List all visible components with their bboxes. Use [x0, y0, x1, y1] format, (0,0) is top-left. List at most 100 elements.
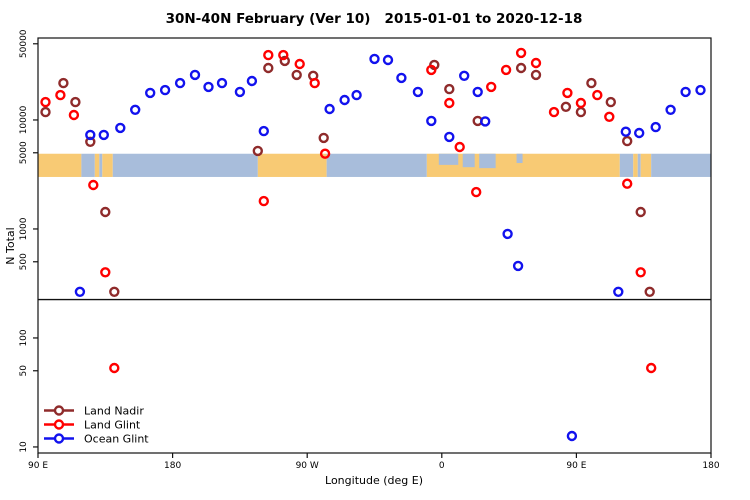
data-point-ocean-glint: [613, 286, 624, 297]
data-point-land-nadir: [560, 101, 572, 113]
data-point-land-glint: [55, 89, 66, 101]
data-point-ocean-glint: [650, 121, 661, 133]
data-point-land-nadir: [252, 145, 263, 157]
x-tick-label: 90 W: [296, 461, 319, 471]
data-point-ocean-glint: [502, 228, 513, 240]
data-point-ocean-glint: [159, 84, 171, 96]
data-point-ocean-glint: [339, 94, 350, 106]
data-point-ocean-glint: [144, 87, 156, 99]
x-tick-label: 90 E: [566, 461, 586, 471]
map-band-land-segment: [94, 153, 100, 177]
data-point-land-glint: [486, 81, 497, 93]
legend-item-land-glint: Land Glint: [44, 419, 141, 432]
data-point-ocean-glint: [665, 104, 676, 116]
data-point-ocean-glint: [98, 129, 110, 141]
data-point-land-glint: [646, 362, 657, 374]
legend-label-land-nadir: Land Nadir: [84, 405, 144, 418]
legend-item-land-nadir: Land Nadir: [44, 405, 144, 418]
legend-label-land-glint: Land Glint: [84, 419, 141, 432]
y-tick-label: 1000: [19, 217, 29, 240]
data-point-land-glint: [263, 49, 274, 61]
data-point-land-glint: [454, 141, 465, 153]
data-point-land-glint: [548, 106, 560, 118]
data-point-ocean-glint: [634, 127, 645, 139]
data-point-land-nadir: [109, 286, 120, 297]
data-point-ocean-glint: [620, 126, 631, 137]
data-point-land-nadir: [279, 55, 290, 67]
map-band-sea-overlay: [516, 153, 523, 164]
data-point-ocean-glint: [566, 430, 578, 442]
data-point-land-nadir: [263, 62, 274, 74]
data-point-land-nadir: [586, 77, 597, 89]
data-point-land-glint: [592, 89, 603, 101]
chart-title: 30N-40N February (Ver 10) 2015-01-01 to …: [166, 11, 583, 27]
legend-item-ocean-glint: Ocean Glint: [44, 433, 149, 446]
map-band-ocean-segment: [81, 153, 95, 177]
y-tick-label: 10: [19, 441, 29, 453]
map-band-land-segment: [102, 153, 113, 177]
latitude-map-band: [38, 153, 711, 177]
land-nadir-marker-icon: [53, 405, 65, 416]
data-point-ocean-glint: [258, 125, 269, 137]
y-tick-label: 50000: [19, 29, 29, 58]
data-point-land-glint: [604, 111, 615, 123]
data-point-land-nadir: [575, 106, 587, 118]
data-point-land-nadir: [100, 206, 111, 218]
data-point-ocean-glint: [85, 129, 96, 141]
data-point-ocean-glint: [174, 77, 186, 89]
data-point-ocean-glint: [203, 81, 214, 93]
plot-border: [37, 37, 712, 454]
data-point-land-glint: [319, 148, 331, 159]
data-point-land-nadir: [644, 286, 655, 297]
x-tick-label: 90 E: [28, 461, 48, 471]
x-axis-label: Longitude (deg E): [325, 474, 423, 487]
data-point-ocean-glint: [680, 86, 691, 98]
data-point-land-glint: [530, 57, 542, 69]
data-point-ocean-glint: [216, 77, 228, 89]
data-point-ocean-glint: [369, 53, 380, 65]
data-point-land-nadir: [622, 135, 633, 147]
data-point-land-glint: [575, 97, 587, 109]
data-point-land-nadir: [635, 206, 646, 218]
map-band-ocean-segment: [112, 153, 258, 177]
data-point-ocean-glint: [695, 84, 706, 96]
data-point-ocean-glint: [115, 122, 126, 134]
data-point-ocean-glint: [74, 286, 86, 297]
map-band-land-segment: [426, 153, 620, 177]
data-point-land-glint: [100, 267, 111, 278]
data-points-group: [40, 47, 706, 442]
data-point-ocean-glint: [512, 260, 524, 272]
data-point-land-glint: [471, 186, 482, 198]
data-point-ocean-glint: [129, 104, 141, 116]
y-tick-label: 10000: [19, 105, 29, 134]
data-point-ocean-glint: [324, 103, 335, 115]
map-band-land-segment: [633, 153, 638, 177]
data-point-land-glint: [515, 47, 527, 59]
data-point-land-nadir: [40, 106, 51, 118]
data-point-land-glint: [309, 77, 320, 89]
y-tick-label: 5000: [19, 141, 29, 164]
data-point-land-glint: [500, 64, 512, 76]
y-tick-label: 500: [19, 253, 29, 270]
y-tick-label: 50: [19, 365, 29, 377]
data-point-land-nadir: [605, 96, 616, 108]
data-point-ocean-glint: [459, 70, 470, 82]
data-point-ocean-glint: [234, 86, 246, 98]
data-point-land-glint: [635, 267, 646, 278]
data-point-land-nadir: [530, 69, 542, 81]
data-point-land-glint: [88, 179, 99, 191]
data-point-land-glint: [426, 64, 437, 76]
data-point-land-nadir: [318, 132, 329, 144]
data-point-land-glint: [278, 49, 289, 61]
data-point-land-nadir: [291, 69, 302, 81]
data-point-land-glint: [68, 109, 80, 121]
x-tick-label: 0: [439, 461, 445, 471]
data-point-land-glint: [258, 195, 269, 207]
legend-label-ocean-glint: Ocean Glint: [84, 433, 149, 446]
data-point-land-glint: [622, 178, 633, 189]
axis-ticks-group: 90 E 180 90 W 0 90 E 180 10 50 100 500 1000 5000 100…: [19, 29, 720, 471]
map-band-land-segment: [640, 153, 652, 177]
data-point-ocean-glint: [412, 86, 424, 98]
